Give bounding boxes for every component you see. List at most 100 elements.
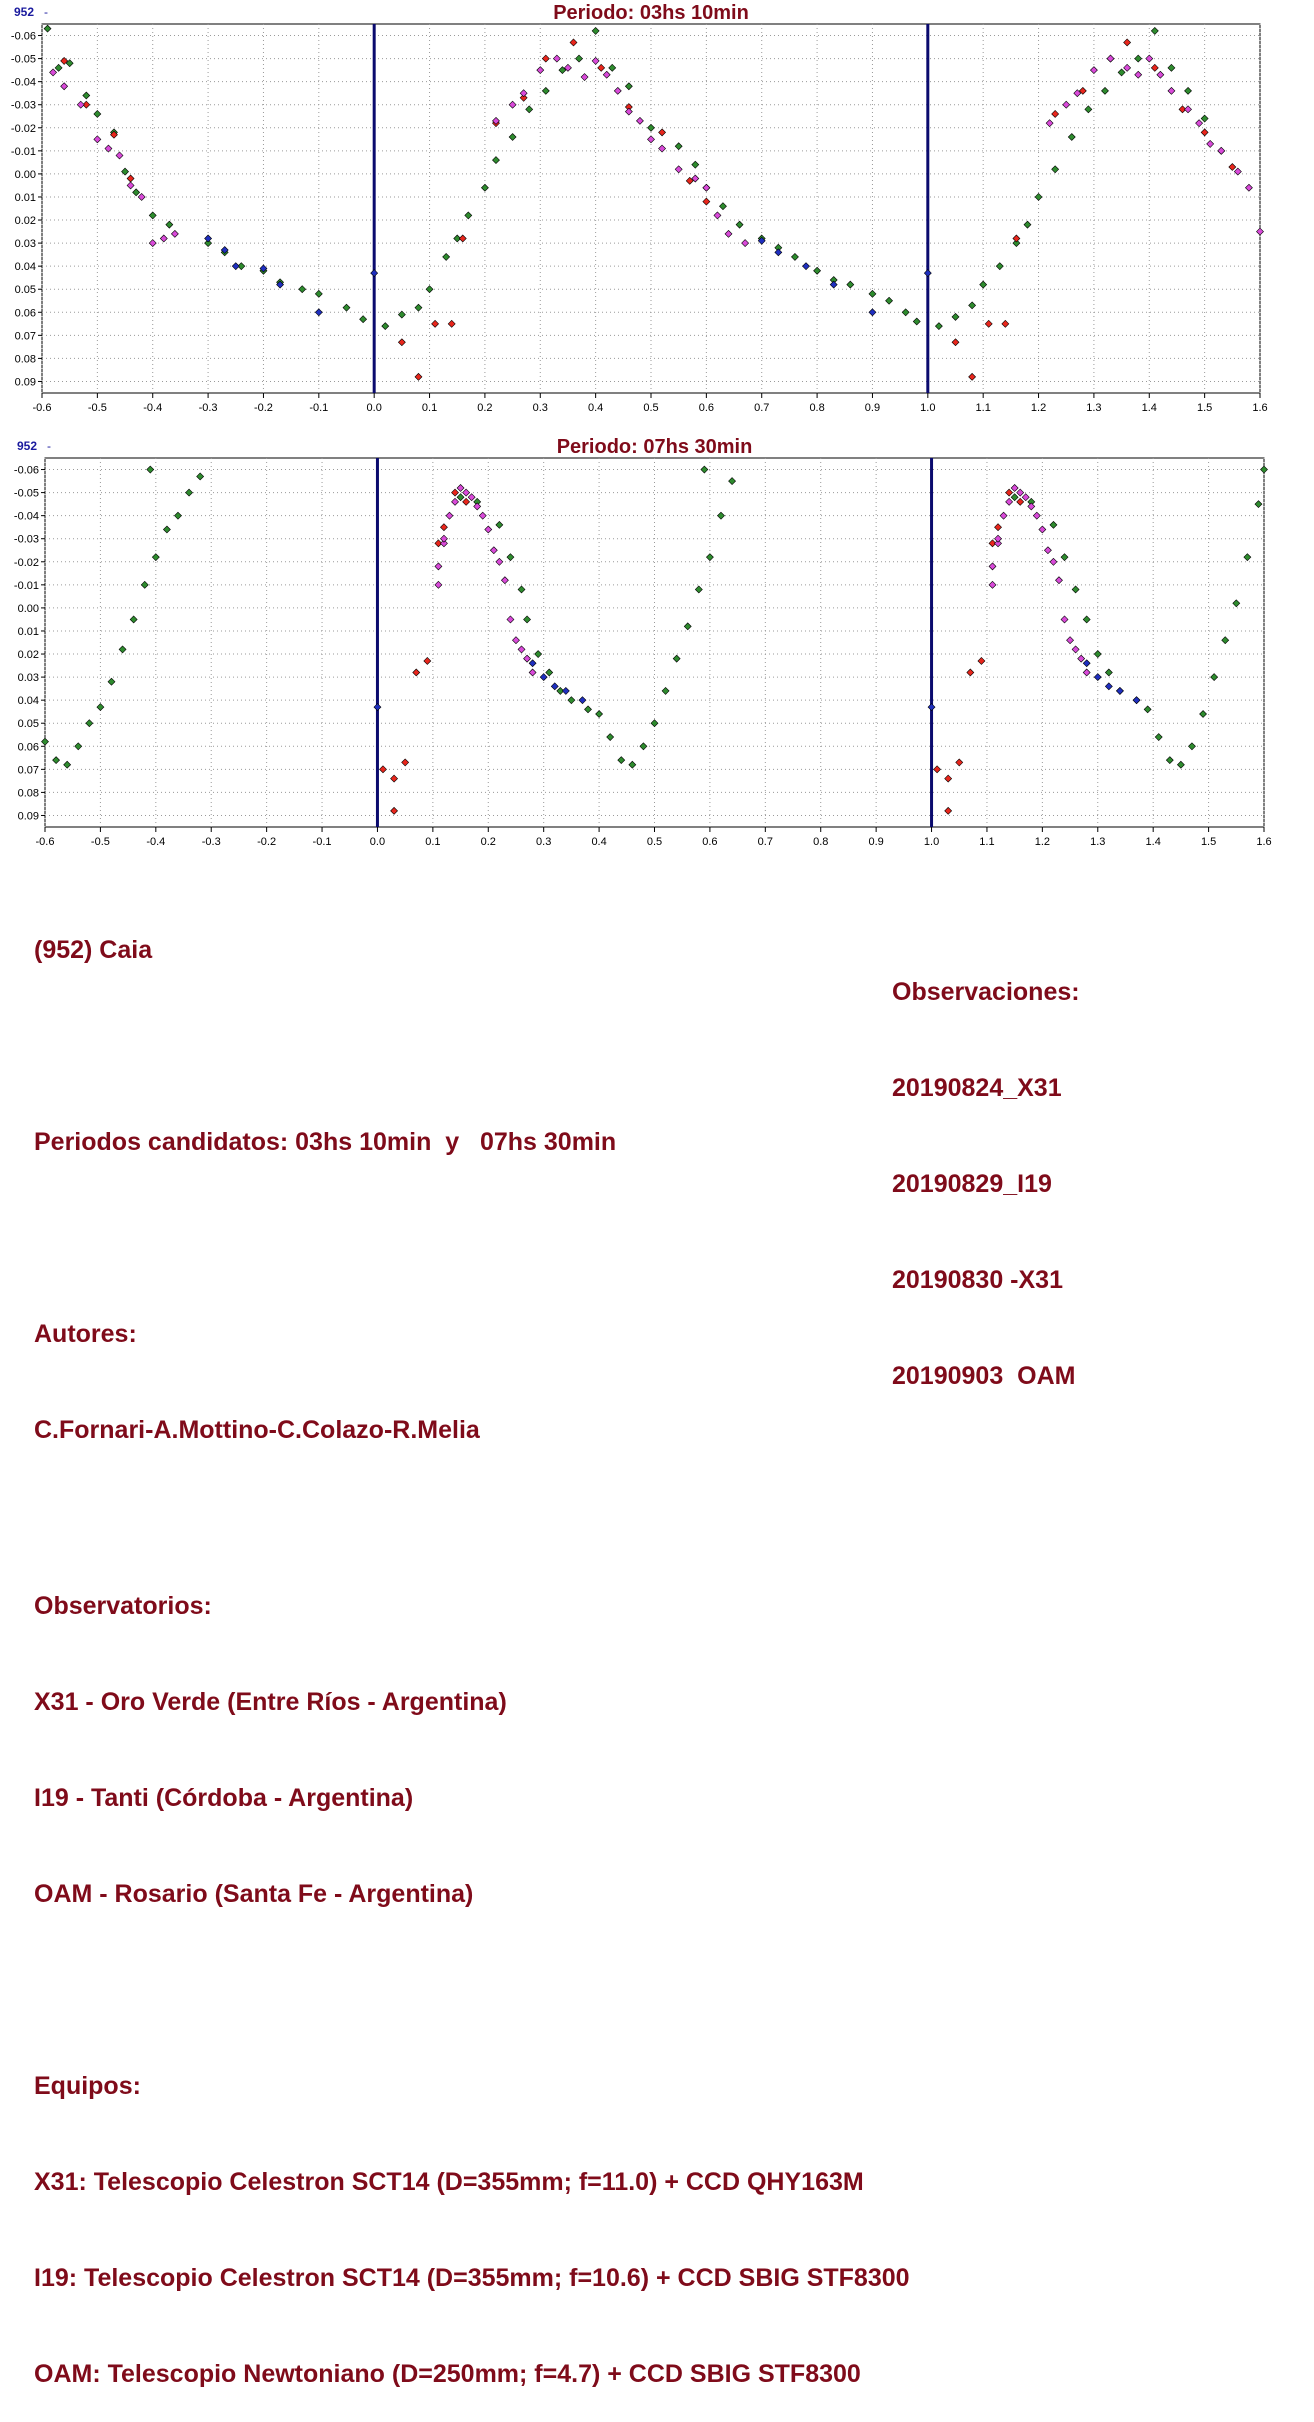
y-tick-label: -0.02 xyxy=(11,123,36,135)
x-tick-label: -0.2 xyxy=(257,836,276,848)
data-point xyxy=(1150,63,1159,72)
data-point xyxy=(1104,668,1113,677)
data-point xyxy=(1200,114,1209,123)
data-point xyxy=(1012,234,1021,243)
x-tick-label: 0.1 xyxy=(422,402,437,414)
data-point xyxy=(1260,465,1268,474)
data-point xyxy=(1117,68,1126,77)
data-point xyxy=(661,687,670,695)
data-point xyxy=(517,645,526,654)
x-tick-label: -0.3 xyxy=(199,402,218,414)
data-point xyxy=(995,262,1004,271)
y-tick-label: -0.04 xyxy=(14,511,39,523)
data-point xyxy=(458,234,467,243)
data-point xyxy=(43,24,52,33)
data-point xyxy=(728,477,736,485)
data-point xyxy=(506,553,515,562)
chart-period-2: Periodo: 07hs 30min 952 - -0.6 -0.5 -0.4 -0.3 -… xyxy=(14,436,1272,848)
x-tick-label: 1.5 xyxy=(1197,402,1212,414)
y-tick-label: 0.08 xyxy=(18,787,39,799)
data-point xyxy=(933,765,942,774)
data-point xyxy=(1016,488,1025,497)
data-point xyxy=(683,622,692,631)
data-point xyxy=(129,615,138,624)
y-tick-label: 0.08 xyxy=(15,353,36,365)
data-point xyxy=(397,338,406,347)
data-point xyxy=(724,229,733,238)
data-point xyxy=(774,248,783,257)
data-point xyxy=(462,488,471,497)
data-point xyxy=(988,562,997,571)
data-point xyxy=(52,756,61,765)
data-point xyxy=(534,650,543,658)
data-point xyxy=(1188,742,1196,751)
data-point xyxy=(988,580,997,589)
x-tick-label: 1.4 xyxy=(1142,402,1157,414)
data-point xyxy=(1027,502,1036,511)
data-point xyxy=(1021,493,1030,502)
y-tick-label: -0.03 xyxy=(14,534,39,546)
data-point xyxy=(1101,86,1109,95)
x-tick-label: 0.8 xyxy=(813,836,828,848)
data-point xyxy=(901,308,910,317)
x-tick-label: 0.7 xyxy=(754,402,769,414)
data-point xyxy=(1067,133,1076,141)
data-point xyxy=(1221,636,1230,645)
x-tick-label: 0.0 xyxy=(370,836,385,848)
data-point xyxy=(440,539,448,548)
data-point xyxy=(1005,488,1014,497)
data-point xyxy=(613,86,622,95)
data-point xyxy=(988,539,997,548)
data-point xyxy=(473,502,482,511)
data-point xyxy=(93,135,102,144)
data-point xyxy=(523,615,531,624)
equipment-item: OAM: Telescopio Newtoniano (D=250mm; f=4… xyxy=(34,2360,861,2388)
x-tick-label: 1.0 xyxy=(924,836,939,848)
data-point xyxy=(508,100,517,109)
data-point xyxy=(1233,167,1242,176)
data-point xyxy=(550,682,559,691)
data-point xyxy=(451,497,459,506)
data-point xyxy=(1156,70,1165,79)
data-point xyxy=(1132,696,1141,705)
data-point xyxy=(1010,493,1019,502)
data-point xyxy=(927,703,936,711)
y-tick-label: 0.03 xyxy=(15,238,36,250)
data-point xyxy=(567,696,576,705)
data-point xyxy=(741,239,750,248)
data-point xyxy=(1071,585,1080,594)
observatory-item: OAM - Rosario (Santa Fe - Argentina) xyxy=(34,1880,474,1908)
equipment-item: I19: Telescopio Celestron SCT14 (D=355mm… xyxy=(34,2264,910,2292)
data-point xyxy=(1150,26,1159,35)
data-point xyxy=(196,472,205,481)
x-tick-label: 0.2 xyxy=(477,402,492,414)
data-point xyxy=(639,742,648,751)
x-tick-label: 0.5 xyxy=(643,402,658,414)
data-point xyxy=(1217,146,1226,155)
data-point xyxy=(74,742,83,751)
data-point xyxy=(658,128,666,137)
x-tick-label: -0.1 xyxy=(313,836,332,848)
data-point xyxy=(1066,636,1074,645)
x-tick-label: 1.1 xyxy=(979,836,994,848)
data-point xyxy=(151,553,160,562)
data-point xyxy=(1116,687,1124,695)
corner-dash: - xyxy=(44,5,48,19)
y-tick-label: 0.06 xyxy=(18,741,39,753)
data-point xyxy=(434,539,443,548)
data-point xyxy=(49,68,57,77)
data-point xyxy=(1089,66,1098,75)
data-point xyxy=(85,719,94,728)
y-tick-label: 0.04 xyxy=(15,261,36,273)
data-point xyxy=(60,82,69,91)
data-point xyxy=(674,165,683,174)
data-point xyxy=(868,289,877,298)
data-point xyxy=(1184,105,1192,114)
observation-item: 20190903 OAM xyxy=(892,1362,1076,1390)
data-point xyxy=(276,280,284,289)
y-tick-label: 0.00 xyxy=(15,169,36,181)
x-tick-label: -0.6 xyxy=(33,402,52,414)
data-point xyxy=(1038,525,1047,534)
data-point xyxy=(944,774,953,783)
data-point xyxy=(977,657,986,665)
